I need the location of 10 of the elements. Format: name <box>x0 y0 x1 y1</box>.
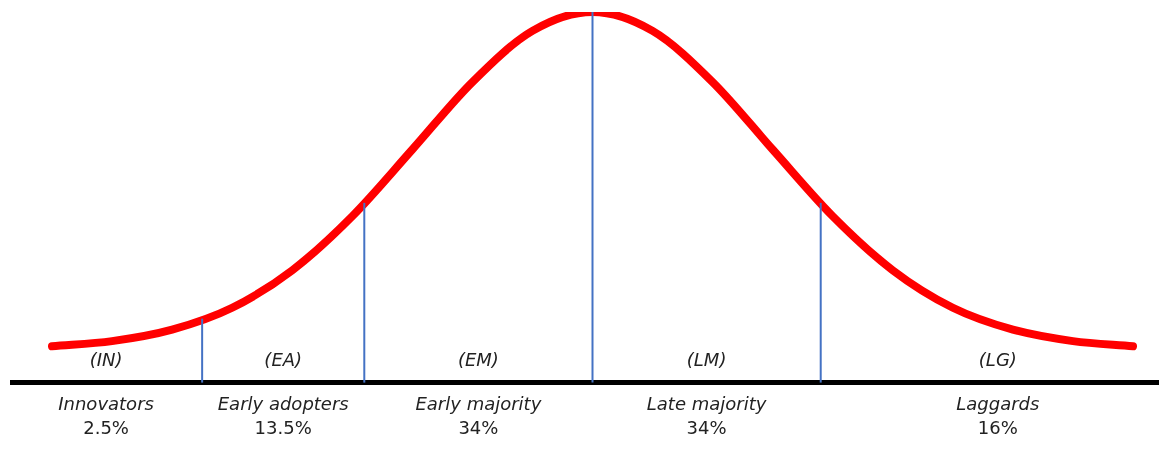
annotation: (EM) <box>457 349 499 371</box>
annotation: (LG) <box>978 349 1017 371</box>
text: Early adopters 13.5% <box>217 393 349 439</box>
text: Innovators 2.5% <box>58 393 154 439</box>
annotation: (LM) <box>686 349 727 371</box>
annotation: (IN) <box>89 349 123 371</box>
text: Early majority 34% <box>415 393 542 439</box>
text: Laggards 16% <box>956 393 1040 439</box>
annotation: (EA) <box>264 349 303 371</box>
text: Late majority 34% <box>646 393 767 439</box>
